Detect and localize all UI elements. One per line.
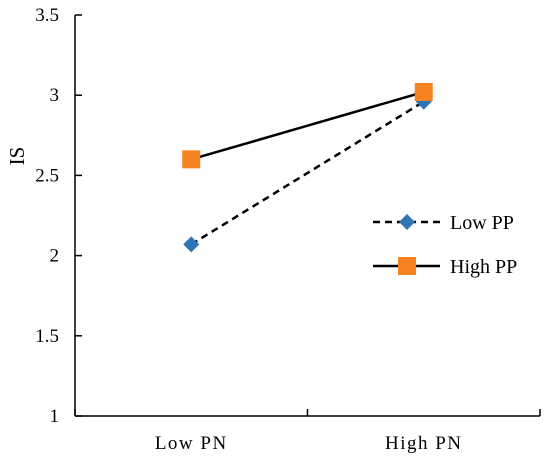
chart-legend: Low PP High PP <box>373 212 517 278</box>
series-line <box>190 100 425 246</box>
x-tick-label: High PN <box>385 433 463 454</box>
y-tick-label: 2 <box>50 246 60 267</box>
legend-marker-square <box>398 257 416 275</box>
data-point-square <box>414 82 433 101</box>
series-low-pp <box>183 93 432 253</box>
legend-label: High PP <box>450 256 517 278</box>
legend-marker-diamond <box>399 214 415 230</box>
y-tick-label: 3 <box>50 85 60 106</box>
chart-series <box>182 82 433 253</box>
y-tick-label: 1 <box>50 406 60 427</box>
series-line <box>190 90 425 161</box>
y-tick-label: 2.5 <box>35 165 59 186</box>
chart-axes: 1 1.5 2 2.5 3 3.5 Low PN High PN <box>35 5 541 454</box>
legend-item: Low PP <box>373 212 514 234</box>
data-point-square <box>182 150 201 169</box>
series-high-pp <box>182 82 433 169</box>
y-tick-label: 1.5 <box>35 326 59 347</box>
y-tick-label: 3.5 <box>35 5 59 26</box>
y-axis-label: IS <box>5 147 29 166</box>
x-tick-label: Low PN <box>155 433 228 454</box>
legend-label: Low PP <box>450 212 514 234</box>
legend-item: High PP <box>373 256 517 278</box>
data-point-diamond <box>183 236 200 253</box>
